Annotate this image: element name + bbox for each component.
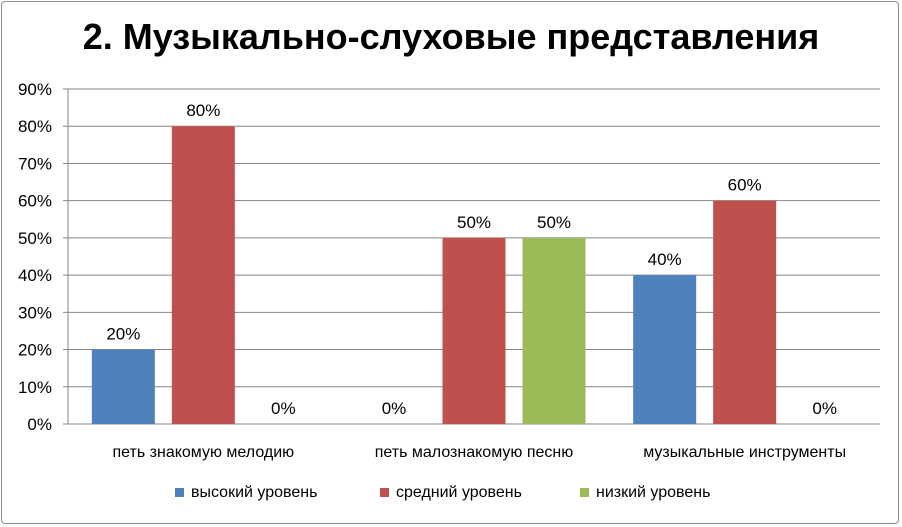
legend-swatch xyxy=(380,488,389,497)
data-label: 0% xyxy=(382,399,407,418)
data-label: 50% xyxy=(457,213,491,232)
bar xyxy=(91,349,155,424)
legend-label: средний уровень xyxy=(396,484,522,501)
y-tick-label: 50% xyxy=(18,229,52,248)
y-tick-label: 80% xyxy=(18,117,52,136)
legend-swatch xyxy=(580,488,589,497)
category-labels: петь знакомую мелодию петь малознакомую п… xyxy=(113,444,847,461)
x-category-label: петь малознакомую песню xyxy=(375,444,573,461)
y-tick-label: 0% xyxy=(27,415,52,434)
data-label: 40% xyxy=(648,250,682,269)
legend-label: высокий уровень xyxy=(191,484,317,501)
bar xyxy=(633,275,697,424)
x-category-label: петь знакомую мелодию xyxy=(113,444,295,461)
data-label: 0% xyxy=(271,399,296,418)
data-label: 80% xyxy=(186,101,220,120)
chart-title: 2. Музыкально-слуховые представления xyxy=(82,16,820,57)
bar xyxy=(713,200,777,424)
y-tick-label: 10% xyxy=(18,378,52,397)
y-axis-tick-labels: 0% 10% 20% 30% 40% 50% 60% 70% 80% 90% xyxy=(18,80,52,434)
x-category-label: музыкальные инструменты xyxy=(643,444,846,461)
bar xyxy=(171,126,235,424)
data-label: 60% xyxy=(728,176,762,195)
y-tick-label: 70% xyxy=(18,154,52,173)
y-tick-label: 40% xyxy=(18,266,52,285)
legend-label: низкий уровень xyxy=(596,484,710,501)
bar xyxy=(522,237,586,424)
legend-swatch xyxy=(175,488,184,497)
y-tick-label: 30% xyxy=(18,303,52,322)
data-label: 0% xyxy=(812,399,837,418)
bar xyxy=(442,237,506,424)
y-tick-label: 20% xyxy=(18,341,52,360)
legend: высокий уровень средний уровень низкий уро… xyxy=(175,484,710,501)
y-tick-label: 60% xyxy=(18,192,52,211)
y-tick-label: 90% xyxy=(18,80,52,99)
data-labels: 20% 80% 0% 0% 50% 50% 40% 60% 0% xyxy=(106,101,837,418)
data-label: 20% xyxy=(106,325,140,344)
data-label: 50% xyxy=(537,213,571,232)
bars xyxy=(91,126,777,424)
